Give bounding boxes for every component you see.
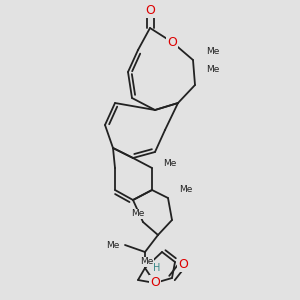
Text: Me: Me [163,158,177,167]
Text: O: O [167,35,177,49]
Text: Me: Me [179,185,193,194]
Text: Me: Me [140,257,154,266]
Text: O: O [150,277,160,290]
Text: O: O [178,257,188,271]
Text: Me: Me [131,209,145,218]
Text: Me: Me [206,47,220,56]
Text: H: H [153,263,161,273]
Text: O: O [145,4,155,16]
Text: Me: Me [206,65,220,74]
Text: Me: Me [106,241,120,250]
